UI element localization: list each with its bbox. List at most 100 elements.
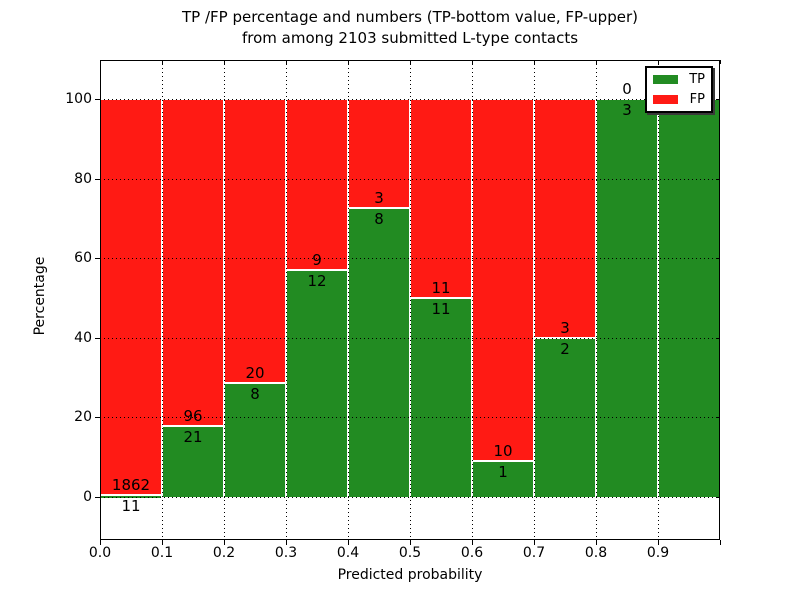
x-tick-label: 0.6 — [460, 545, 484, 561]
bar-label-tp: 12 — [307, 272, 327, 290]
bar-segment-fp — [162, 99, 224, 426]
y-tick — [95, 497, 100, 498]
bar-label-tp: 1 — [498, 463, 508, 481]
x-tick-top — [100, 60, 101, 64]
chart-title-line1: TP /FP percentage and numbers (TP-bottom… — [182, 8, 638, 26]
chart-title-line2: from among 2103 submitted L-type contact… — [241, 29, 579, 47]
y-tick-label: 40 — [74, 330, 92, 346]
x-tick — [100, 540, 101, 545]
legend: TP FP — [645, 66, 713, 113]
bar-label-fp: 1862 — [111, 476, 151, 494]
x-tick-top — [224, 60, 225, 64]
y-tick — [95, 179, 100, 180]
legend-swatch-fp — [653, 95, 678, 104]
legend-swatch-tp — [653, 75, 678, 84]
bar-segment-tp — [348, 208, 410, 497]
chart-title: TP /FP percentage and numbers (TP-bottom… — [100, 7, 720, 49]
bar-segment-fp — [410, 99, 472, 298]
bar-segment-fp — [472, 99, 534, 461]
x-tick-label: 0.3 — [274, 545, 298, 561]
x-tick-top — [658, 60, 659, 64]
y-tick — [95, 417, 100, 418]
grid-line-v — [348, 60, 349, 540]
grid-line-v — [596, 60, 597, 540]
x-tick-top — [720, 60, 721, 64]
y-tick — [95, 258, 100, 259]
x-tick-top — [286, 60, 287, 64]
bar-label-fp: 0 — [622, 80, 632, 98]
x-tick-top — [534, 60, 535, 64]
legend-item-label: TP — [689, 72, 705, 87]
y-tick-label: 60 — [74, 250, 92, 266]
grid-line-v — [472, 60, 473, 540]
y-tick-right — [716, 338, 720, 339]
y-tick-right — [716, 99, 720, 100]
bar-segment-fp — [286, 99, 348, 270]
bar-label-tp: 21 — [183, 428, 203, 446]
bar-label-tp: 3 — [622, 101, 632, 119]
x-tick — [720, 540, 721, 545]
y-tick-label: 20 — [74, 409, 92, 425]
x-tick-top — [410, 60, 411, 64]
bar-label-fp: 10 — [493, 442, 513, 460]
x-tick-label: 0.4 — [336, 545, 360, 561]
bar-label-tp: 8 — [374, 210, 384, 228]
grid-line-v — [658, 60, 659, 540]
y-tick-label: 80 — [74, 171, 92, 187]
y-axis-label: Percentage — [32, 256, 48, 336]
bar-label-fp: 96 — [183, 407, 203, 425]
bar-segment-tp — [410, 298, 472, 497]
x-axis-label: Predicted probability — [337, 567, 483, 583]
x-tick — [286, 540, 287, 545]
bar-segment-tp — [596, 99, 658, 497]
y-tick-label: 0 — [83, 489, 92, 505]
x-tick-label: 0.2 — [212, 545, 236, 561]
bar-segment-tp — [658, 99, 720, 497]
x-tick-top — [162, 60, 163, 64]
grid-line-v — [162, 60, 163, 540]
x-tick — [348, 540, 349, 545]
bar-segment-tp — [224, 383, 286, 497]
legend-item: FP — [653, 93, 705, 106]
bar-label-tp: 8 — [250, 385, 260, 403]
bar-label-fp: 3 — [560, 319, 570, 337]
bar-label-fp: 3 — [374, 189, 384, 207]
x-tick — [410, 540, 411, 545]
bar-label-tp: 11 — [121, 497, 141, 515]
grid-line-v — [286, 60, 287, 540]
x-tick — [224, 540, 225, 545]
bar-label-tp: 2 — [560, 340, 570, 358]
bar-segment-tp — [286, 270, 348, 497]
y-tick-right — [716, 497, 720, 498]
bar-segment-fp — [100, 99, 162, 495]
x-tick — [596, 540, 597, 545]
x-tick-top — [472, 60, 473, 64]
x-tick-label: 0.5 — [398, 545, 422, 561]
y-tick-right — [716, 417, 720, 418]
bar-label-fp: 9 — [312, 251, 322, 269]
plot-area: 18621196212089123811111013203012 — [100, 60, 720, 540]
bar-segment-fp — [224, 99, 286, 383]
y-tick-label: 100 — [65, 91, 92, 107]
x-tick-label: 0.7 — [522, 545, 546, 561]
x-tick — [472, 540, 473, 545]
x-tick-label: 0.0 — [88, 545, 112, 561]
x-tick — [658, 540, 659, 545]
x-tick-label: 0.1 — [150, 545, 174, 561]
grid-line-v — [224, 60, 225, 540]
legend-item-label: FP — [689, 92, 705, 107]
grid-line-v — [534, 60, 535, 540]
bar-label-fp: 20 — [245, 364, 265, 382]
x-tick-top — [348, 60, 349, 64]
x-tick-top — [596, 60, 597, 64]
grid-line-v — [410, 60, 411, 540]
x-tick — [534, 540, 535, 545]
bar-segment-fp — [534, 99, 596, 338]
x-tick — [162, 540, 163, 545]
y-tick-right — [716, 258, 720, 259]
x-tick-label: 0.9 — [646, 545, 670, 561]
bar-label-tp: 11 — [431, 300, 451, 318]
x-tick-label: 0.8 — [584, 545, 608, 561]
bar-label-fp: 11 — [431, 279, 451, 297]
